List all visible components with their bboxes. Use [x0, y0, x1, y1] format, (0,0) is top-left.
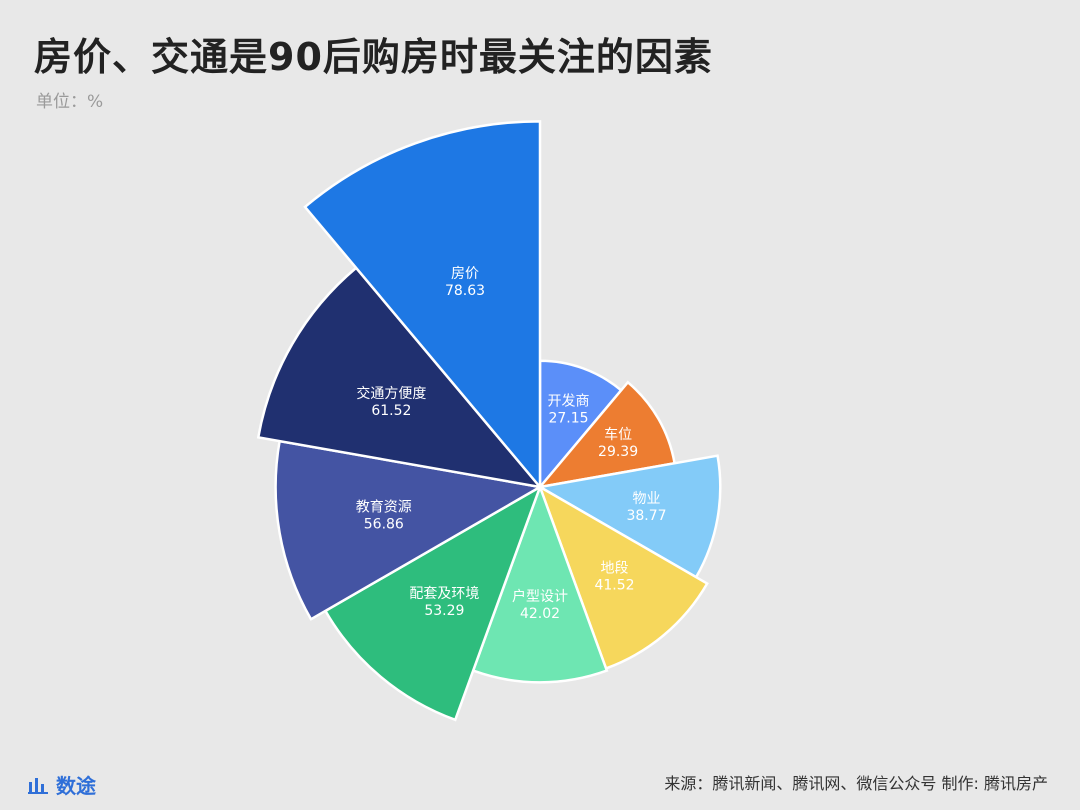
slice-label-2: 车位 29.39 [598, 426, 638, 460]
source-note: 来源：腾讯新闻、腾讯网、微信公众号 制作: 腾讯房产 [664, 774, 1048, 793]
bar-chart-icon [28, 777, 48, 794]
rose-slice-9 [303, 120, 542, 491]
slice-label-6: 配套及环境 53.29 [409, 586, 479, 619]
rose-slice-6 [323, 484, 543, 722]
slice-label-3: 物业 38.77 [626, 491, 666, 524]
rose-slice-5 [471, 483, 609, 684]
unit-label: 单位：% [36, 92, 104, 112]
slice-label-1: 开发商 27.15 [548, 394, 590, 427]
rose-slice-7 [274, 439, 544, 621]
slice-label-9: 房价 78.63 [445, 266, 485, 299]
chart-title: 房价、交通是90后购房时最关注的因素 [34, 35, 713, 79]
brand-name: 数途 [56, 774, 96, 798]
rose-slice-4 [537, 484, 709, 671]
rose-slice-2 [536, 380, 677, 489]
slice-label-7: 教育资源 56.86 [356, 500, 412, 533]
rose-slice-8 [256, 266, 544, 489]
slice-label-5: 户型设计 42.02 [512, 588, 568, 622]
rose-slice-3 [536, 454, 722, 579]
brand-logo: 数途 [28, 770, 96, 799]
rose-slice-1 [538, 359, 623, 491]
slice-label-4: 地段 41.52 [594, 561, 634, 594]
slice-label-8: 交通方便度 61.52 [356, 385, 426, 419]
